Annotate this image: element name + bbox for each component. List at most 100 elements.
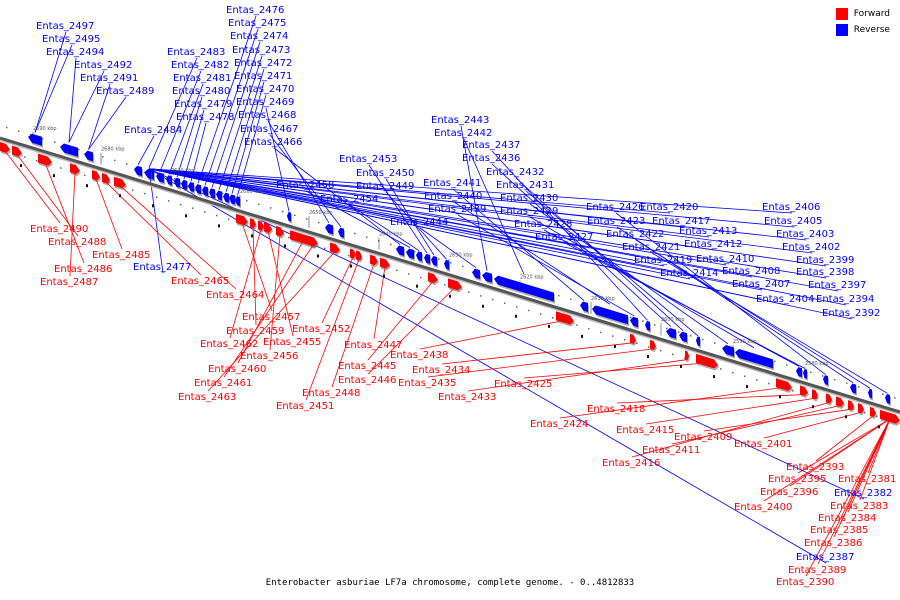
tick-label: 2650 kbp	[309, 210, 333, 216]
forward-connector	[105, 181, 202, 276]
reverse-connector	[88, 83, 111, 150]
forward-gene-label: Entas_2385	[810, 525, 868, 536]
legend-forward-swatch	[835, 8, 848, 20]
scale-dot	[648, 346, 650, 348]
forward-gene-label: Entas_2451	[276, 401, 334, 412]
scale-dot	[60, 167, 62, 169]
scale-dot	[660, 349, 662, 352]
scale-dot	[858, 386, 860, 388]
scale-dot	[36, 159, 38, 162]
reverse-gene-label: Entas_2477	[133, 262, 191, 273]
reverse-gene-label: Entas_2454	[320, 194, 378, 205]
forward-gene-label: Entas_2464	[206, 290, 264, 301]
scale-dot	[876, 415, 878, 418]
minor-feature	[746, 385, 748, 389]
reverse-gene-label: Entas_2472	[234, 58, 292, 69]
forward-connector	[241, 222, 273, 312]
forward-connector	[252, 227, 257, 326]
forward-gene-label: Entas_2457	[242, 312, 300, 323]
scale-dot	[894, 397, 896, 399]
minor-feature	[53, 174, 55, 178]
reverse-gene-label: Entas_2471	[234, 71, 292, 82]
reverse-gene-label: Entas_2440	[424, 191, 482, 202]
scale-dot	[642, 320, 644, 322]
forward-gene	[812, 389, 818, 400]
scale-dot	[492, 298, 494, 301]
scale-dot	[576, 324, 578, 326]
reverse-connector	[452, 188, 585, 301]
tick-label: 2680 kbp	[101, 147, 125, 153]
reverse-gene	[223, 192, 229, 203]
scale-dot	[54, 141, 56, 143]
forward-gene	[870, 406, 876, 417]
forward-gene-label: Entas_2411	[642, 445, 700, 456]
reverse-gene	[868, 388, 872, 399]
scale-dot	[420, 276, 422, 279]
reverse-connector	[197, 15, 257, 184]
forward-gene	[236, 213, 248, 226]
forward-gene	[858, 403, 864, 414]
scale-dot	[864, 412, 866, 414]
scale-dot	[516, 306, 518, 308]
forward-connector	[95, 178, 123, 250]
scale-dot	[168, 200, 170, 202]
reverse-gene	[406, 248, 414, 260]
forward-connector	[4, 150, 61, 224]
reverse-gene-label: Entas_2402	[782, 242, 840, 253]
reverse-connector	[269, 134, 342, 228]
forward-connector	[645, 397, 816, 425]
forward-gene-label: Entas_2434	[412, 365, 470, 376]
reverse-gene-label: Entas_2426	[586, 202, 644, 213]
reverse-connector	[148, 168, 691, 280]
reverse-gene-label: Entas_2478	[176, 112, 234, 123]
reverse-connector	[515, 177, 684, 332]
reverse-gene-label: Entas_2442	[434, 128, 492, 139]
reverse-gene	[431, 255, 437, 267]
scale-dot	[156, 196, 158, 198]
legend-forward: Forward	[835, 8, 890, 20]
forward-gene-label: Entas_2438	[390, 350, 448, 361]
forward-connector	[229, 229, 262, 339]
forward-gene-label: Entas_2424	[530, 419, 588, 430]
scale-dot	[42, 137, 44, 140]
reverse-gene	[416, 251, 422, 262]
reverse-gene-label: Entas_2404	[756, 294, 814, 305]
reverse-gene	[147, 169, 151, 179]
reverse-gene-label: Entas_2403	[776, 229, 834, 240]
reverse-gene	[396, 245, 404, 256]
scale-dot	[570, 298, 572, 301]
reverse-connector	[148, 57, 198, 169]
reverse-gene	[202, 186, 208, 197]
forward-connector	[367, 281, 434, 361]
scale-dot	[408, 273, 410, 275]
scale-dot	[630, 316, 632, 319]
reverse-connector	[148, 168, 727, 266]
reverse-gene	[209, 188, 215, 199]
minor-feature	[119, 194, 121, 198]
minor-feature	[680, 365, 682, 369]
scale-dot	[834, 378, 836, 381]
forward-gene-label: Entas_2465	[171, 276, 229, 287]
reverse-gene-label: Entas_2428	[514, 219, 572, 230]
forward-gene	[650, 339, 656, 350]
reverse-connector	[564, 242, 806, 369]
scale-dot	[822, 375, 824, 377]
forward-connector	[817, 418, 891, 565]
minor-feature	[317, 254, 319, 258]
tick-label: 2640 kbp	[379, 231, 403, 237]
forward-gene	[38, 153, 52, 166]
forward-gene-label: Entas_2433	[438, 392, 496, 403]
reverse-gene-label: Entas_2479	[174, 99, 232, 110]
reverse-connector	[218, 55, 263, 190]
scale-dot	[6, 126, 8, 129]
reverse-connector	[148, 168, 847, 306]
reverse-gene-label: Entas_2494	[46, 47, 104, 58]
forward-gene-label: Entas_2490	[30, 224, 88, 235]
forward-connector	[859, 418, 891, 501]
reverse-gene-label: Entas_2427	[535, 232, 593, 243]
scale-dot	[480, 295, 482, 297]
scale-dot	[600, 331, 602, 334]
minor-feature	[581, 334, 583, 338]
reverse-connector	[211, 41, 261, 188]
reverse-connector	[419, 227, 477, 269]
